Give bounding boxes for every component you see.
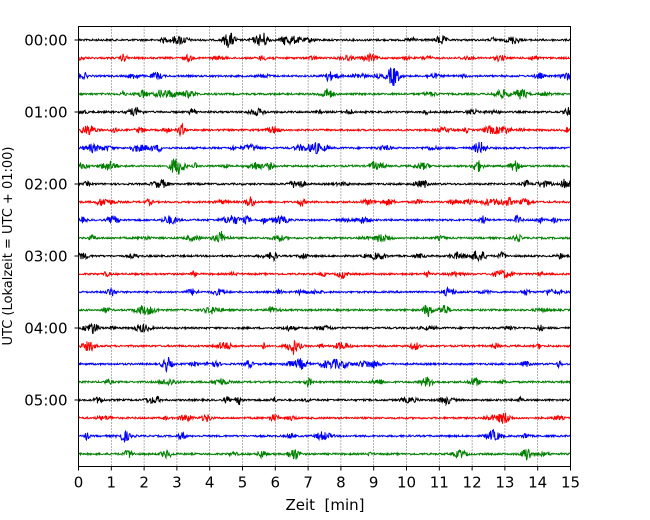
seismic-traces <box>78 32 571 461</box>
trace-line <box>78 448 571 461</box>
y-tick-label: 02:00 <box>24 176 67 194</box>
x-tick-label: 15 <box>561 474 580 492</box>
x-axis-label: Zeit [min] <box>285 496 364 514</box>
trace-line <box>78 214 571 226</box>
y-tick-label: 01:00 <box>24 104 67 122</box>
y-tick-label: 04:00 <box>24 320 67 338</box>
x-tick-label: 0 <box>74 474 84 492</box>
x-tick-label: 7 <box>303 474 313 492</box>
x-tick-label: 2 <box>139 474 149 492</box>
trace-line <box>78 230 571 244</box>
x-tick-label: 14 <box>528 474 547 492</box>
trace-line <box>78 178 571 189</box>
x-tick-label: 8 <box>336 474 346 492</box>
trace-line <box>78 51 571 64</box>
trace-line <box>78 340 571 355</box>
y-tick-label: 05:00 <box>24 392 67 410</box>
x-tick-label: 6 <box>271 474 281 492</box>
x-tick-label: 10 <box>397 474 416 492</box>
trace-line <box>78 122 571 138</box>
trace-line <box>78 322 571 335</box>
trace-line <box>78 158 571 175</box>
x-tick-label: 5 <box>238 474 248 492</box>
y-tick-label: 00:00 <box>24 32 67 50</box>
trace-line <box>78 88 571 100</box>
x-tick-label: 1 <box>107 474 117 492</box>
x-tick-label: 4 <box>205 474 215 492</box>
trace-line <box>78 106 571 117</box>
trace-line <box>78 268 571 280</box>
trace-line <box>78 395 571 407</box>
y-axis-label: UTC (Lokalzeit = UTC + 01:00) <box>1 147 16 346</box>
y-axis-ticks: 00:00 01:00 02:00 03:00 04:00 05:00 <box>24 32 79 410</box>
trace-line <box>78 356 571 373</box>
x-axis-ticks: 0 1 2 3 4 5 6 7 8 9 10 11 12 13 14 15 <box>74 466 580 492</box>
trace-line <box>78 32 571 48</box>
x-tick-label: 11 <box>430 474 449 492</box>
trace-line <box>78 67 571 86</box>
x-tick-label: 13 <box>495 474 514 492</box>
trace-line <box>78 141 571 155</box>
trace-line <box>78 428 571 443</box>
x-tick-label: 9 <box>369 474 379 492</box>
trace-line <box>78 412 571 424</box>
vertical-gridlines <box>111 26 539 467</box>
x-tick-label: 12 <box>463 474 482 492</box>
plot-frame <box>78 26 571 467</box>
trace-line <box>78 250 571 263</box>
trace-line <box>78 196 571 208</box>
trace-line <box>78 285 571 297</box>
x-tick-label: 3 <box>172 474 182 492</box>
trace-line <box>78 376 571 388</box>
trace-line <box>78 304 571 318</box>
y-tick-label: 03:00 <box>24 248 67 266</box>
